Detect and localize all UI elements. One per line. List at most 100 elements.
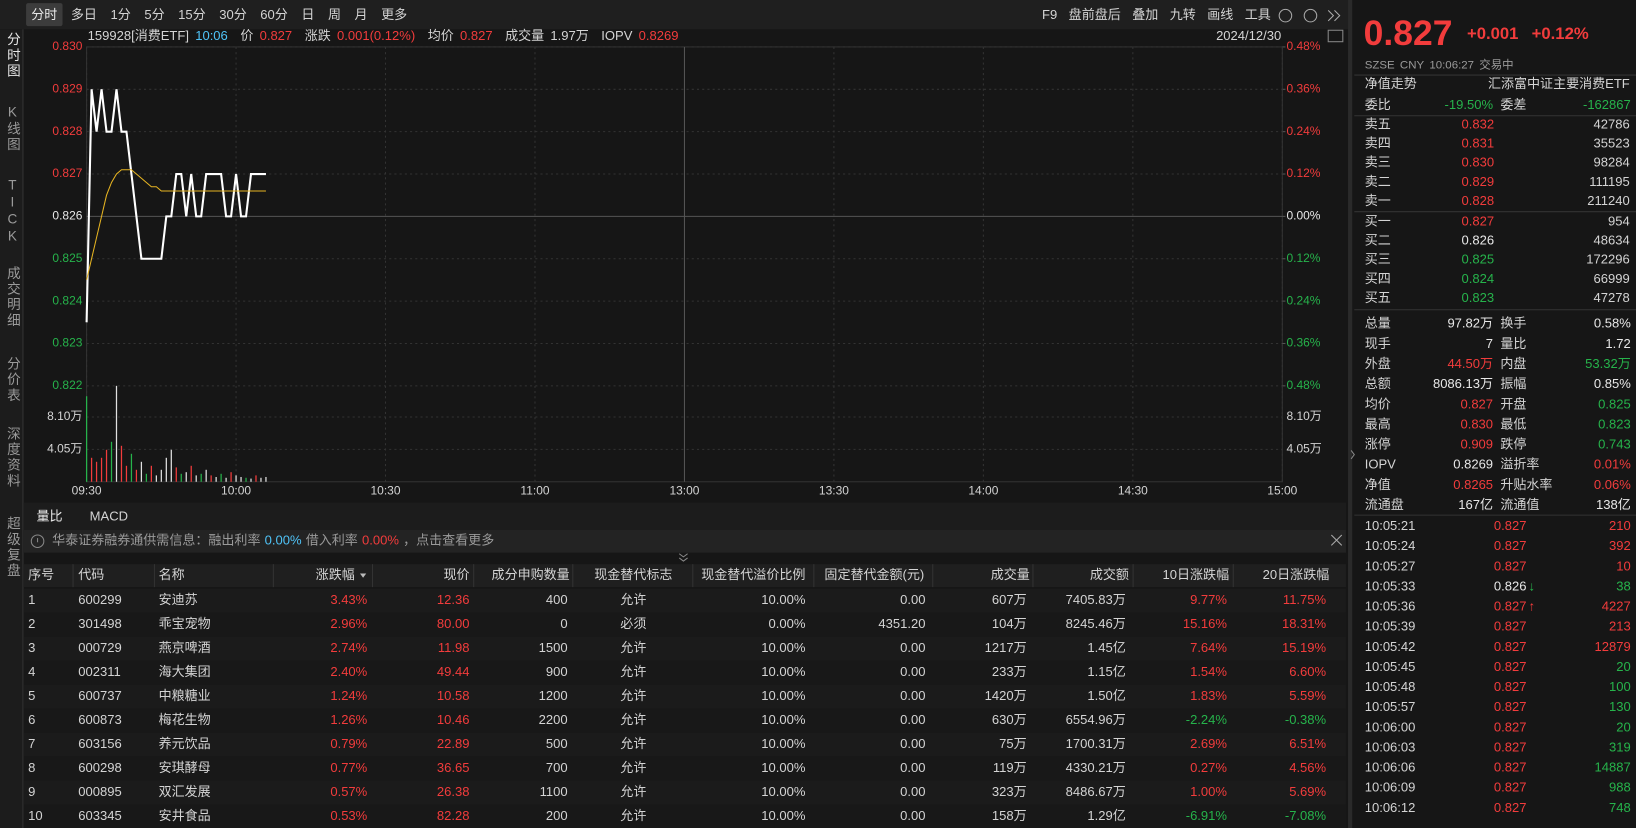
book-level-label: 卖一	[1365, 193, 1391, 208]
table-cell: 400	[546, 592, 568, 607]
side-tab[interactable]: 成交明细	[5, 266, 21, 329]
column-header[interactable]: 代码	[78, 567, 104, 582]
notice-text[interactable]: ，点击查看更多	[403, 533, 494, 548]
timeframe-tab[interactable]: 1分	[111, 7, 131, 22]
table-row[interactable]	[23, 708, 1346, 733]
column-header[interactable]: 现价	[443, 567, 469, 582]
timeframe-tab[interactable]: 多日	[71, 7, 97, 22]
table-cell: 36.65	[437, 760, 470, 775]
x-tick-label: 09:30	[72, 483, 102, 497]
column-header[interactable]: 成交额	[1090, 567, 1129, 582]
table-cell: 49.44	[437, 664, 470, 679]
table-row[interactable]	[23, 660, 1346, 685]
column-header[interactable]: 名称	[159, 567, 185, 582]
timeframe-tab[interactable]: 5分	[144, 7, 164, 22]
column-header[interactable]: 10日涨跌幅	[1163, 567, 1230, 582]
side-tab[interactable]: 分价表	[5, 357, 21, 404]
window-icon[interactable]	[1327, 29, 1344, 43]
timeframe-tab[interactable]: 分时	[31, 7, 57, 22]
table-row[interactable]	[23, 732, 1346, 757]
collapse-icon[interactable]	[678, 553, 688, 562]
book-price: 0.831	[1462, 136, 1495, 151]
trade-price: 0.827	[1494, 780, 1527, 795]
indicator-tabs-bg	[23, 502, 1346, 530]
volume-bar	[250, 478, 252, 482]
expand-icon[interactable]	[1327, 10, 1341, 22]
book-level-label: 买四	[1365, 271, 1391, 286]
column-header[interactable]: 成交量	[991, 567, 1030, 582]
market-info: 10:06:27	[1429, 60, 1474, 72]
panel-toggle[interactable]	[1350, 450, 1355, 460]
column-header[interactable]: 20日涨跌幅	[1263, 567, 1330, 582]
table-row[interactable]	[23, 684, 1346, 709]
stat-label: 振幅	[1500, 376, 1526, 391]
side-tab[interactable]: K线图	[5, 104, 21, 152]
timeframe-tab[interactable]: 月	[355, 7, 368, 22]
timeframe-tab[interactable]: 更多	[381, 7, 407, 22]
table-cell: 2200	[539, 712, 568, 727]
y-tick-label: 0.828	[52, 124, 82, 138]
tool-button[interactable]: F9	[1042, 7, 1057, 22]
nav-link[interactable]: 净值走势	[1365, 76, 1417, 91]
stat-label: 跌停	[1500, 437, 1526, 452]
settings-icon[interactable]	[1278, 8, 1293, 23]
market-info: 交易中	[1479, 58, 1513, 72]
tool-button[interactable]: 工具	[1245, 7, 1271, 22]
indicator-tab[interactable]: MACD	[90, 509, 128, 524]
trade-volume: 748	[1609, 800, 1631, 815]
timeframe-tab[interactable]: 周	[328, 7, 341, 22]
column-header[interactable]: 涨跌幅	[316, 567, 355, 582]
stat-value: 0.823	[1598, 416, 1631, 431]
stat-label: 开盘	[1500, 396, 1526, 411]
table-row[interactable]	[23, 588, 1346, 613]
side-tab[interactable]: 分时图	[5, 32, 21, 79]
trade-volume: 213	[1609, 619, 1631, 634]
quote-header-item: 0.827	[260, 28, 293, 43]
price-change: +0.001	[1467, 24, 1518, 43]
volume-bar	[265, 476, 267, 482]
side-tab[interactable]: 深度资料	[5, 426, 21, 489]
stat-label: 均价	[1365, 396, 1391, 411]
table-cell: 1.26%	[330, 712, 367, 727]
tool-button[interactable]: 叠加	[1132, 7, 1158, 22]
table-row[interactable]	[23, 780, 1346, 805]
table-cell: 必须	[620, 616, 646, 631]
table-cell: 3	[28, 640, 35, 655]
table-cell: 1.29亿	[1087, 808, 1125, 823]
table-cell: 1.45亿	[1087, 640, 1125, 655]
timeframe-tab[interactable]: 60分	[260, 7, 288, 22]
table-cell: 2.96%	[330, 616, 367, 631]
side-tab[interactable]: 超级复盘	[5, 516, 21, 579]
tool-button[interactable]: 画线	[1207, 7, 1233, 22]
stat-value: 97.82万	[1447, 316, 1493, 331]
column-header[interactable]: 现金替代标志	[594, 567, 672, 582]
quote-date: 2024/12/30	[1216, 28, 1281, 43]
timeframe-tab[interactable]: 30分	[219, 7, 247, 22]
table-row[interactable]	[23, 636, 1346, 661]
tool-button[interactable]: 九转	[1170, 7, 1196, 22]
volume-bar	[205, 469, 207, 482]
volume-bar	[85, 396, 88, 482]
notice-bg	[23, 529, 1346, 553]
help-icon[interactable]	[1303, 8, 1318, 23]
tool-button[interactable]: 盘前盘后	[1069, 7, 1121, 22]
notice-close[interactable]	[1330, 534, 1343, 546]
y-tick-label: 0.825	[52, 251, 82, 265]
indicator-tab[interactable]: 量比	[37, 509, 63, 524]
trade-volume: 210	[1609, 518, 1631, 533]
table-row[interactable]	[23, 612, 1346, 637]
side-tab[interactable]: TICK	[5, 177, 20, 245]
y2-tick-label: 0.48%	[1286, 39, 1320, 53]
trade-time: 10:05:48	[1365, 679, 1416, 694]
timeframe-tab[interactable]: 15分	[178, 7, 206, 22]
x-tick-label: 15:00	[1267, 483, 1297, 497]
column-header[interactable]: 固定替代金额(元)	[824, 567, 924, 582]
timeframe-tab[interactable]: 日	[301, 7, 314, 22]
book-level-label: 卖三	[1365, 155, 1391, 170]
column-header[interactable]: 成分申购数量	[492, 567, 570, 582]
column-header[interactable]: 序号	[28, 567, 54, 582]
table-row[interactable]	[23, 804, 1346, 828]
volume-bar	[90, 457, 93, 482]
column-header[interactable]: 现金替代溢价比例	[701, 567, 805, 582]
table-row[interactable]	[23, 756, 1346, 781]
